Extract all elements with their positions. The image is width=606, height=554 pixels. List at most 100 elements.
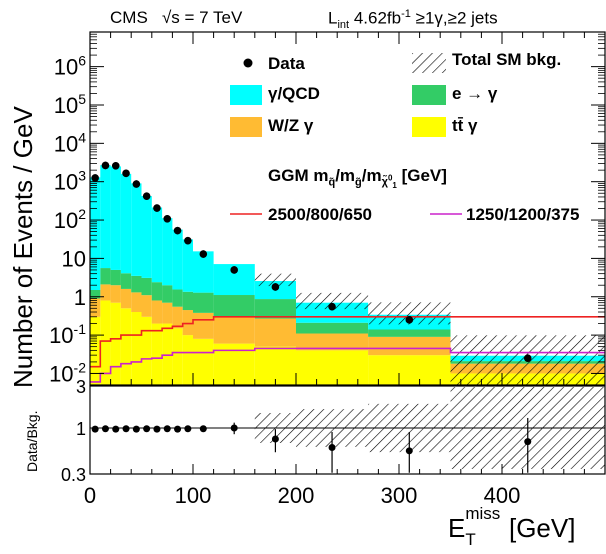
stack-bar xyxy=(141,295,152,317)
stack-bar xyxy=(162,323,173,385)
legend-ggm-title: GGM mq̃/mg̃/mχ̃01 [GeV] xyxy=(268,166,447,191)
y-tick-label: 103 xyxy=(54,168,86,195)
legend-wz: W/Z γ xyxy=(268,116,314,135)
stack-bar xyxy=(100,300,111,385)
x-tick-label: 100 xyxy=(175,483,212,508)
data-point xyxy=(405,316,414,324)
experiment-label: CMS √s = 7 TeV xyxy=(110,8,242,28)
data-point xyxy=(132,180,141,188)
stack-bar xyxy=(368,336,451,356)
y-tick-label: 104 xyxy=(54,129,86,156)
stack-bar xyxy=(213,316,255,344)
lumi-superscript: -1 xyxy=(401,8,411,20)
stack-bar xyxy=(182,310,193,336)
signal-line xyxy=(90,347,605,383)
ratio-point xyxy=(163,425,171,433)
data-point xyxy=(111,161,120,170)
legend-sig1: 2500/800/650 xyxy=(268,205,372,224)
data-point xyxy=(199,250,208,258)
ratio-point xyxy=(153,425,161,433)
legend-qcd-swatch xyxy=(230,85,262,105)
legend-total-sm: Total SM bkg. xyxy=(452,50,562,69)
data-point xyxy=(328,302,336,311)
stack-bar xyxy=(193,292,214,313)
x-axis-subscript: T xyxy=(465,530,476,549)
x-tick-label: 400 xyxy=(484,483,521,508)
signal-line xyxy=(90,316,605,368)
ratio-point xyxy=(199,425,207,433)
lumi-value: 4.62fb xyxy=(353,8,402,28)
ratio-plot-area: 0.3 1 3 0 100 200 300 400 xyxy=(61,377,606,508)
stack-bar xyxy=(172,229,183,290)
stack-bar xyxy=(254,299,296,319)
stack-bar xyxy=(131,183,142,276)
legend-swatches xyxy=(230,53,462,215)
stack-bar xyxy=(100,284,111,301)
stack-bar xyxy=(368,355,451,385)
selection-label: ≥1γ,≥2 jets xyxy=(415,8,498,28)
legend-ttbar: tt̄ γ xyxy=(452,116,478,135)
x-tick-label: 300 xyxy=(381,483,418,508)
stack-bar xyxy=(120,273,132,289)
data-point xyxy=(230,266,238,274)
ratio-point xyxy=(143,425,151,433)
stack-bar xyxy=(100,165,111,269)
stack-bar xyxy=(182,291,193,311)
lumi-subscript: int xyxy=(337,19,350,32)
main-plot-area: 10-2 10-1 1 10 102 103 104 105 106 xyxy=(49,31,606,386)
stack-bar xyxy=(193,338,214,385)
y-tick-label: 105 xyxy=(54,91,86,118)
stack-bar xyxy=(182,335,193,385)
y-tick-label: 10-2 xyxy=(49,359,86,386)
ratio-point xyxy=(184,425,192,433)
ggm-units: [GeV] xyxy=(401,166,447,185)
ratio-y-tick-label: 3 xyxy=(76,377,86,397)
ratio-point xyxy=(524,438,532,446)
x-tick-label: 0 xyxy=(84,483,96,508)
stack-bar xyxy=(141,316,152,385)
total-sm-band xyxy=(254,273,296,287)
data-point xyxy=(173,226,182,235)
stack-bar xyxy=(151,323,163,385)
ratio-y-tick-label: 0.3 xyxy=(61,465,86,485)
experiment-name: CMS xyxy=(110,8,148,27)
data-point xyxy=(184,236,192,245)
y-tick-label: 106 xyxy=(54,53,86,80)
total-sm-band xyxy=(296,292,369,310)
stack-bar xyxy=(120,308,132,385)
y-tick-label: 10 xyxy=(62,246,86,271)
stack-bar xyxy=(141,196,152,278)
stack-bar xyxy=(254,346,296,385)
legend-sig2: 1250/1200/375 xyxy=(466,205,580,224)
legend-egamma: e → γ xyxy=(452,84,498,103)
legend-data: Data xyxy=(268,54,305,73)
stack-bar xyxy=(100,268,111,285)
legend-total-sm-swatch xyxy=(412,53,446,73)
data-point xyxy=(142,192,151,200)
x-axis-superscript: miss xyxy=(465,504,501,523)
stack-bar xyxy=(368,329,451,337)
x-tick-label: 200 xyxy=(278,483,315,508)
stack-bar xyxy=(110,166,121,270)
stack-bar xyxy=(162,302,173,324)
stack-bar xyxy=(151,300,163,324)
data-point xyxy=(122,169,130,178)
data-point xyxy=(523,354,532,362)
stack-bar xyxy=(296,322,369,334)
ratio-point xyxy=(174,425,182,433)
ratio-point xyxy=(112,425,120,433)
ratio-point xyxy=(271,435,279,443)
lumi-label: Lint 4.62fb-1 ≥1γ,≥2 jets xyxy=(328,8,498,31)
stack-bar xyxy=(296,333,369,351)
stack-bar xyxy=(162,218,173,286)
stack-bar xyxy=(182,239,193,292)
data-point xyxy=(153,204,161,212)
stack-bar xyxy=(193,312,214,339)
legend-wz-swatch xyxy=(230,117,262,137)
stack-bar xyxy=(120,288,132,309)
ratio-point xyxy=(230,424,238,432)
stack-bar xyxy=(151,207,163,283)
data-point xyxy=(271,283,280,291)
stack-bar xyxy=(296,350,369,385)
